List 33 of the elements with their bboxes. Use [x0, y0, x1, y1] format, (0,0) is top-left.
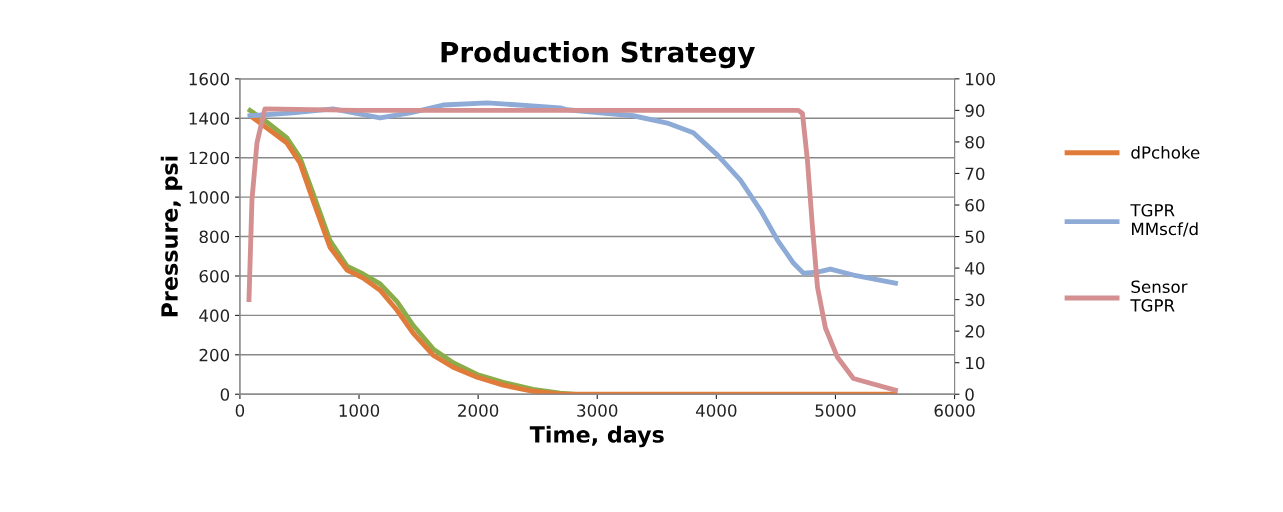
legend-label: dPchoke [1131, 145, 1200, 159]
legend-label: Sensor TGPR [1130, 280, 1188, 312]
legend-label: TGPR MMscf/d [1130, 203, 1198, 237]
y2-tick-label: 90 [965, 104, 985, 117]
x-tick-label: 3000 [577, 404, 618, 417]
x-tick-label: 5000 [815, 404, 856, 417]
y2-tick-label: 20 [965, 325, 985, 338]
y2-tick-label: 50 [965, 230, 985, 244]
chart-title: Production Strategy [441, 41, 755, 69]
y-tick-label: 600 [199, 269, 230, 283]
x-axis-title: Time, days [529, 425, 664, 448]
x-tick-label: 6000 [934, 404, 975, 417]
y-tick-label: 0 [220, 388, 230, 401]
y2-tick-label: 30 [965, 293, 985, 307]
y2-tick-label: 70 [965, 167, 985, 181]
x-tick-label: 1000 [339, 404, 380, 417]
x-tick-label: 4000 [695, 404, 737, 417]
y2-tick-label: 80 [965, 135, 985, 149]
y-tick-label: 1000 [189, 191, 230, 204]
y-tick-label: 400 [199, 309, 230, 322]
y2-tick-label: 100 [966, 72, 995, 86]
y-tick-label: 200 [199, 348, 230, 362]
y-tick-label: 1400 [189, 112, 230, 125]
y-tick-label: 800 [199, 230, 230, 244]
y2-tick-label: 60 [965, 198, 985, 212]
y-tick-label: 1200 [189, 151, 230, 165]
y-axis-title: Pressure, psi [160, 156, 183, 317]
y2-tick-label: 40 [965, 262, 985, 275]
y2-tick-label: 10 [966, 356, 985, 370]
x-tick-label: 2000 [458, 404, 499, 417]
y2-tick-label: 0 [965, 388, 974, 401]
y-tick-label: 1600 [189, 72, 230, 86]
x-tick-label: 0 [235, 404, 245, 417]
